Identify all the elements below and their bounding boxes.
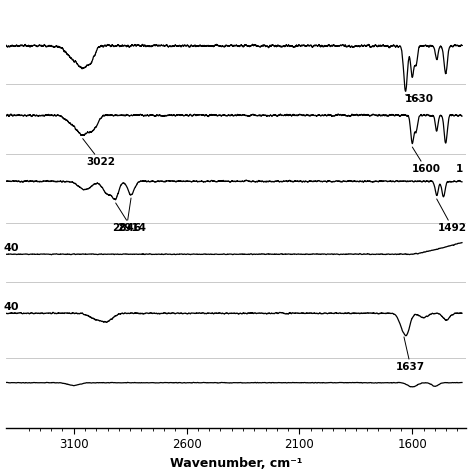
Text: 1637: 1637 [396, 337, 425, 372]
Text: 3022: 3022 [83, 138, 115, 167]
Text: 1630: 1630 [405, 94, 434, 104]
Text: 1: 1 [456, 164, 463, 174]
Text: 2846: 2846 [112, 198, 141, 233]
Text: 40: 40 [4, 302, 19, 312]
Text: 1600: 1600 [411, 147, 440, 174]
Text: 1492: 1492 [437, 199, 467, 233]
Text: 2914: 2914 [116, 203, 146, 233]
Text: 40: 40 [4, 243, 19, 253]
X-axis label: Wavenumber, cm⁻¹: Wavenumber, cm⁻¹ [170, 457, 302, 470]
